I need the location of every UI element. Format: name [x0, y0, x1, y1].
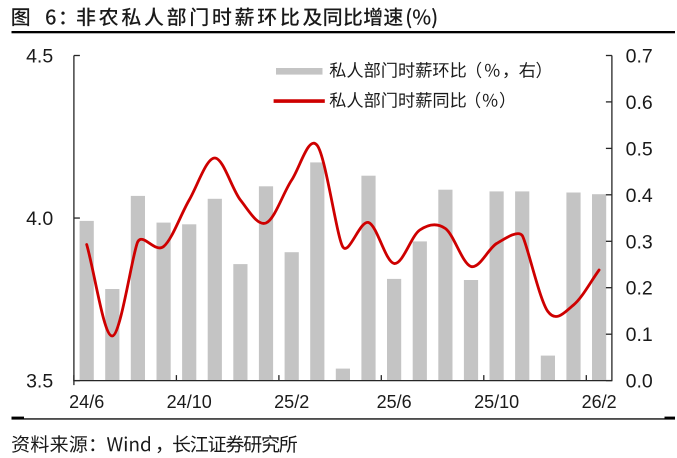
svg-text:0.1: 0.1 — [626, 324, 653, 346]
svg-text:25/10: 25/10 — [474, 392, 519, 412]
svg-text:24/6: 24/6 — [69, 392, 104, 412]
svg-text:0.2: 0.2 — [626, 278, 653, 300]
svg-text:24/10: 24/10 — [167, 392, 212, 412]
svg-text:4.5: 4.5 — [26, 46, 53, 68]
svg-text:0.6: 0.6 — [626, 92, 653, 114]
svg-text:0.0: 0.0 — [626, 371, 653, 393]
svg-text:25/2: 25/2 — [274, 392, 309, 412]
svg-text:3.5: 3.5 — [26, 371, 53, 393]
svg-text:4.0: 4.0 — [26, 208, 53, 230]
svg-text:25/6: 25/6 — [377, 392, 412, 412]
svg-text:0.7: 0.7 — [626, 46, 653, 68]
svg-text:26/2: 26/2 — [582, 392, 617, 412]
svg-text:0.3: 0.3 — [626, 231, 653, 253]
svg-text:0.4: 0.4 — [626, 185, 653, 207]
svg-text:0.5: 0.5 — [626, 138, 653, 160]
